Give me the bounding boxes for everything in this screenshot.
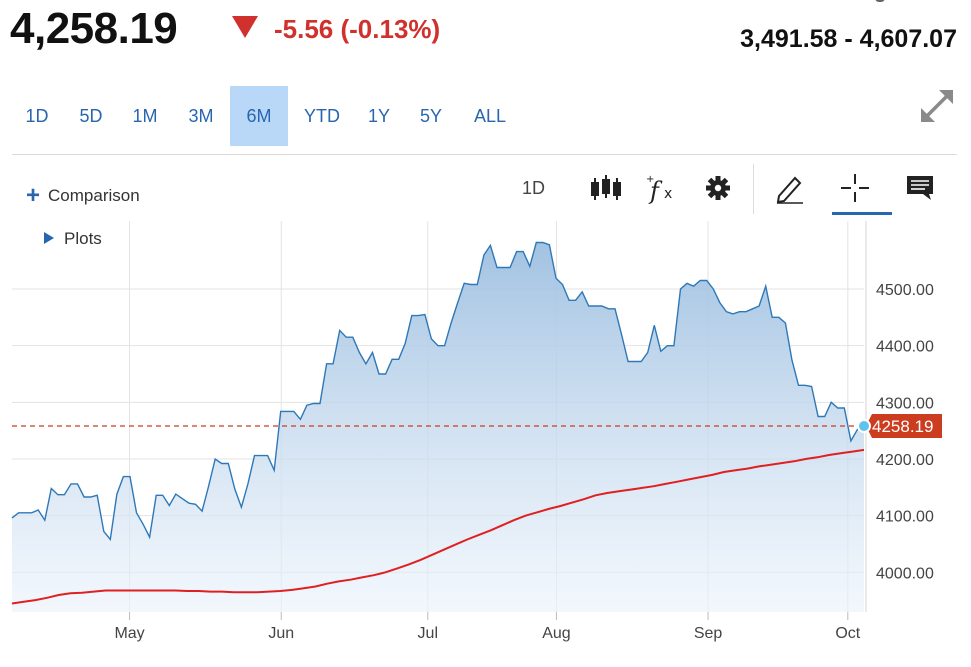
timeframe-1y[interactable]: 1Y <box>367 106 391 126</box>
timeframe-5d[interactable]: 5D <box>79 106 103 126</box>
price-area <box>12 242 864 612</box>
x-tick-label: Aug <box>542 625 570 642</box>
triangle-right-icon <box>44 232 54 244</box>
comparison-label: Comparison <box>48 186 140 205</box>
cropped-glyph <box>875 0 885 2</box>
tool-separator <box>753 164 754 214</box>
toolbar-divider <box>12 154 957 155</box>
y-tick-label: 4400.00 <box>876 339 934 356</box>
last-price-label: 4258.19 <box>872 417 933 436</box>
y-tick-label: 4000.00 <box>876 565 934 582</box>
timeframe-1d[interactable]: 1D <box>25 106 49 126</box>
price-line <box>11 241 865 542</box>
function-icon[interactable]: + f x <box>644 172 678 204</box>
price-change: -5.56 (-0.13%) <box>274 14 441 44</box>
crosshair-icon[interactable] <box>838 172 872 204</box>
svg-text:+: + <box>646 174 654 185</box>
y-tick-label: 4500.00 <box>876 282 934 299</box>
current-price: 4,258.19 <box>10 4 178 53</box>
candlestick-icon[interactable] <box>589 172 623 204</box>
y-axis: 4000.00 4100.00 4200.00 4300.00 4400.00 4500.… <box>876 282 934 582</box>
y-tick-label: 4300.00 <box>876 395 934 412</box>
timeframe-6m[interactable]: 6M <box>230 86 288 146</box>
price-range: 3,491.58 - 4,607.07 <box>740 25 957 53</box>
pencil-icon[interactable] <box>773 172 807 204</box>
active-tool-indicator <box>832 212 892 215</box>
last-price-marker <box>857 419 871 434</box>
gear-icon[interactable] <box>701 172 735 204</box>
x-tick-label: May <box>114 625 144 642</box>
last-price-badge: 4258.19 <box>866 414 942 439</box>
down-arrow-icon <box>232 16 258 38</box>
expand-icon[interactable] <box>917 86 957 126</box>
x-tick-label: Sep <box>694 625 723 642</box>
x-tick-label: Oct <box>835 625 860 642</box>
x-axis: May Jun Jul Aug Sep Oct <box>114 612 861 642</box>
plots-toggle[interactable]: Plots <box>44 229 102 249</box>
y-tick-label: 4200.00 <box>876 452 934 469</box>
plus-icon: + <box>26 182 41 209</box>
x-tick-label: Jul <box>418 625 438 642</box>
timeframe-ytd[interactable]: YTD <box>304 106 340 126</box>
moving-average-line <box>11 448 865 605</box>
x-tick-label: Jun <box>268 625 294 642</box>
interval-selector[interactable]: 1D <box>522 178 546 198</box>
y-tick-label: 4100.00 <box>876 509 934 526</box>
timeframe-all[interactable]: ALL <box>473 106 507 126</box>
timeframe-1m[interactable]: 1M <box>132 106 158 126</box>
plots-label: Plots <box>64 229 102 248</box>
comment-icon[interactable] <box>903 172 937 204</box>
add-comparison-button[interactable]: + Comparison <box>26 182 140 210</box>
timeframe-5y[interactable]: 5Y <box>419 106 443 126</box>
timeframe-3m[interactable]: 3M <box>188 106 214 126</box>
svg-text:x: x <box>664 186 672 202</box>
